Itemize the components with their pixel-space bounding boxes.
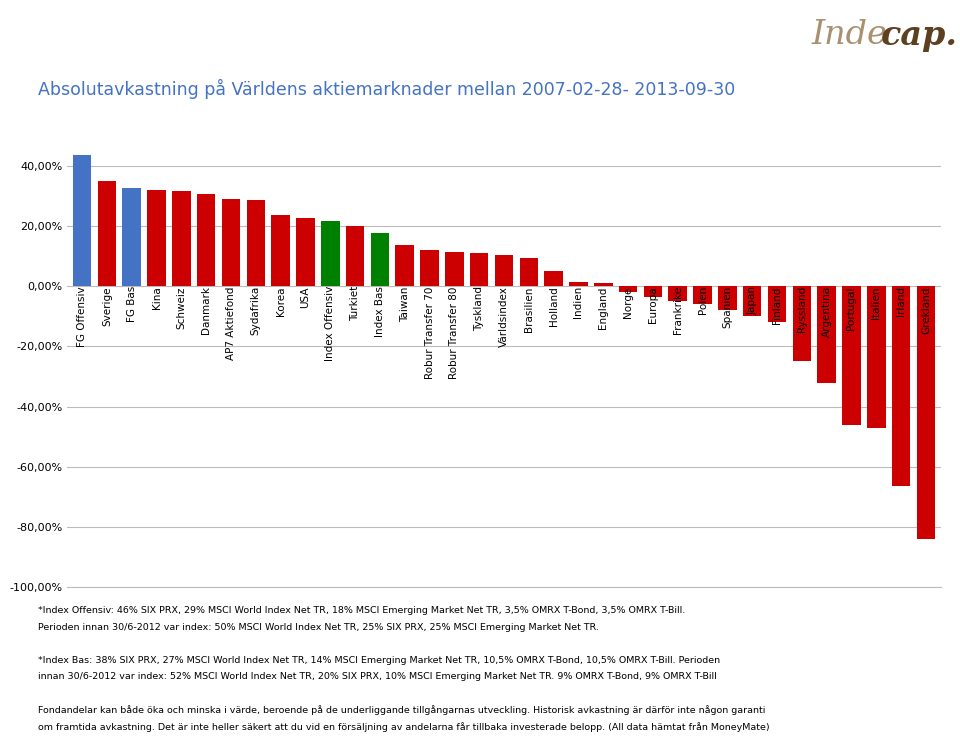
Text: Turkiet: Turkiet [350,286,360,322]
Bar [222,199,240,286]
Text: Argentina: Argentina [822,286,831,337]
Text: Taiwan: Taiwan [399,286,410,322]
Text: Sydafrika: Sydafrika [251,286,261,335]
Text: Robur Transfer 80: Robur Transfer 80 [449,286,460,379]
Text: Grekland: Grekland [921,286,931,334]
Text: Perioden innan 30/6-2012 var index: 50% MSCI World Index Net TR, 25% SIX PRX, 25: Perioden innan 30/6-2012 var index: 50% … [38,623,599,632]
Bar [272,215,290,286]
Text: Absolutavkastning på Världens aktiemarknader mellan 2007-02-28- 2013-09-30: Absolutavkastning på Världens aktiemarkn… [38,79,735,99]
Bar [892,286,910,486]
Text: Danmark: Danmark [202,286,211,334]
Text: Sverige: Sverige [102,286,112,325]
Text: Polen: Polen [698,286,708,315]
Text: USA: USA [300,286,310,308]
Text: FG Bas: FG Bas [127,286,136,322]
Bar [346,226,365,286]
Bar [296,218,315,286]
Bar [371,233,389,286]
Text: Inde: Inde [811,19,887,50]
Text: *Index Bas: 38% SIX PRX, 27% MSCI World Index Net TR, 14% MSCI Emerging Market N: *Index Bas: 38% SIX PRX, 27% MSCI World … [38,656,721,665]
Text: Spanien: Spanien [722,286,732,328]
Text: om framtida avkastning. Det är inte heller säkert att du vid en försäljning av a: om framtida avkastning. Det är inte hell… [38,722,770,732]
Bar [396,245,414,286]
Text: cap.: cap. [881,19,958,52]
Bar [668,286,687,301]
Bar [867,286,885,428]
Text: Frankrike: Frankrike [673,286,683,334]
Bar [619,286,637,292]
Bar [643,286,662,297]
Bar [569,282,588,286]
Text: innan 30/6-2012 var index: 52% MSCI World Index Net TR, 20% SIX PRX, 10% MSCI Em: innan 30/6-2012 var index: 52% MSCI Worl… [38,672,717,681]
Text: Robur Transfer 70: Robur Transfer 70 [424,286,435,379]
Text: Holland: Holland [548,286,559,326]
Text: Index Offensiv: Index Offensiv [325,286,335,361]
Bar [494,255,514,286]
Text: Fondandelar kan både öka och minska i värde, beroende på de underliggande tillgå: Fondandelar kan både öka och minska i vä… [38,706,766,715]
Bar [718,286,736,310]
Bar [519,258,539,286]
Text: Ryssland: Ryssland [797,286,806,332]
Text: Kina: Kina [152,286,161,309]
Bar [817,286,836,383]
Bar [147,190,166,286]
Bar [420,250,439,286]
Text: Index Bas: Index Bas [375,286,385,337]
Text: Indien: Indien [573,286,584,319]
Bar [197,194,215,286]
Text: Korea: Korea [276,286,286,316]
Text: Tyskland: Tyskland [474,286,484,331]
Bar [98,181,116,286]
Text: AP7 Aktiefond: AP7 Aktiefond [226,286,236,359]
Bar [768,286,786,322]
Bar [469,253,489,286]
Text: Italien: Italien [872,286,881,319]
Bar [793,286,811,361]
Text: Världsindex: Världsindex [499,286,509,347]
Bar [594,283,612,286]
Bar [445,252,464,286]
Bar [321,221,340,286]
Bar [693,286,712,304]
Text: *Index Offensiv: 46% SIX PRX, 29% MSCI World Index Net TR, 18% MSCI Emerging Mar: *Index Offensiv: 46% SIX PRX, 29% MSCI W… [38,606,685,615]
Text: Schweiz: Schweiz [177,286,186,328]
Text: Irland: Irland [896,286,906,316]
Text: Europa: Europa [648,286,658,323]
Text: Brasilien: Brasilien [524,286,534,331]
Bar [123,188,141,286]
Text: Portugal: Portugal [847,286,856,330]
Bar [743,286,761,316]
Text: Norge: Norge [623,286,633,318]
Bar [247,200,265,286]
Bar [172,191,191,286]
Text: England: England [598,286,609,328]
Text: Japan: Japan [747,286,757,316]
Bar [842,286,861,425]
Bar [917,286,935,539]
Bar [73,155,91,286]
Text: Finland: Finland [772,286,782,324]
Bar [544,271,563,286]
Text: FG Offensiv: FG Offensiv [77,286,87,347]
